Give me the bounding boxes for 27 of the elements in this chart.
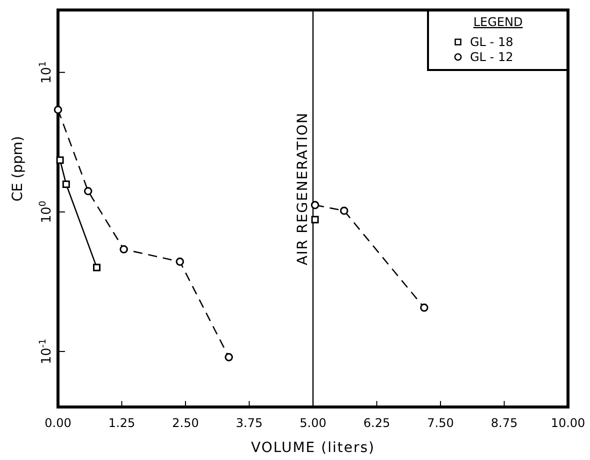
point <box>84 186 92 196</box>
x-tick-label: 0.00 <box>44 416 72 430</box>
point <box>120 245 128 254</box>
legend-label: GL - 18 <box>470 35 514 50</box>
point <box>340 206 348 215</box>
legend-label: GL - 12 <box>470 50 514 64</box>
point <box>310 200 320 210</box>
point <box>93 264 101 272</box>
ref-line-label: AIR REGENERATION <box>295 112 311 266</box>
point <box>54 106 62 114</box>
x-tick-label: 1.25 <box>108 416 136 430</box>
x-tick-label: 2.50 <box>172 416 199 430</box>
x-tick-label: 3.75 <box>236 416 263 430</box>
point <box>224 353 233 362</box>
x-tick-label: 10.00 <box>550 416 586 430</box>
x-axis-title: VOLUME (liters) <box>251 440 375 456</box>
x-tick-label: 8.75 <box>490 416 518 430</box>
x-tick-label: 6.25 <box>363 416 390 430</box>
point <box>56 156 64 164</box>
x-tick-label: 7.50 <box>427 416 454 430</box>
x-tick-label: 5.00 <box>300 416 326 430</box>
y-axis-title: CE (ppm) <box>10 136 26 202</box>
point <box>311 216 319 224</box>
point <box>62 180 70 188</box>
point <box>420 304 428 312</box>
point <box>176 258 184 266</box>
legend-title: LEGEND <box>473 15 523 29</box>
